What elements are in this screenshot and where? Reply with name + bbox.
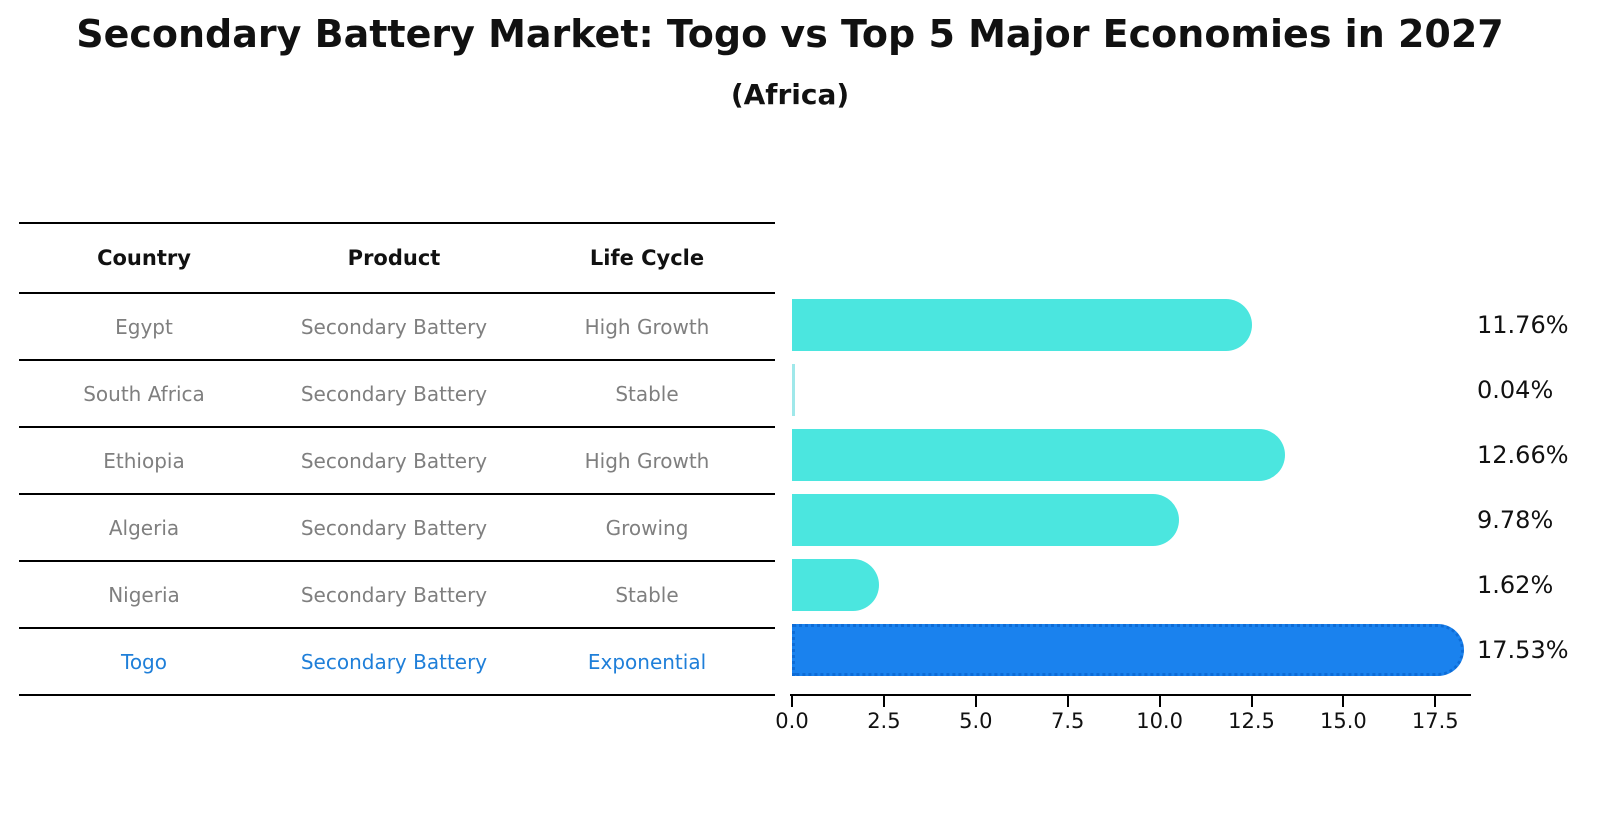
x-tick-mark [1434,696,1437,707]
bar-togo [792,624,1464,676]
table-cell-country: Egypt [115,314,173,339]
table-row: Togo Secondary Battery Exponential [19,629,775,696]
table-row: Ethiopia Secondary Battery High Growth [19,428,775,495]
x-tick-mark [791,696,793,707]
table-cell-country: Ethiopia [103,448,185,473]
table-row: South Africa Secondary Battery Stable [19,361,775,428]
table-header-life-cycle: Life Cycle [589,246,705,270]
value-label: 0.04% [1477,376,1554,404]
table-cell-product: Secondary Battery [300,582,488,607]
table-row: Egypt Secondary Battery High Growth [19,294,775,361]
table-cell-product: Secondary Battery [300,381,488,406]
table-cell-country: Nigeria [108,582,180,607]
table-cell-product: Secondary Battery [300,649,488,674]
table-cell-life-cycle: Stable [615,582,679,607]
table-cell-product: Secondary Battery [300,314,488,339]
table-cell-life-cycle: Growing [605,515,689,540]
bar-ethiopia [792,429,1285,481]
x-tick-mark [882,696,885,707]
table-cell-country: Togo [121,649,167,674]
table-cell-country: Algeria [108,515,180,540]
bar-nigeria [792,559,879,611]
bar-egypt [792,299,1252,351]
table-cell-product: Secondary Battery [300,448,488,473]
table-header-country: Country [97,246,191,270]
table-cell-country: South Africa [83,381,205,406]
country-table: Country Product Life Cycle Egypt Seconda… [19,222,775,696]
table-cell-life-cycle: High Growth [584,314,710,339]
table-cell-life-cycle: Stable [615,381,679,406]
table-row: Algeria Secondary Battery Growing [19,495,775,562]
table-header-product: Product [347,246,441,270]
x-tick-mark [1250,696,1253,707]
table-cell-life-cycle: High Growth [584,448,710,473]
x-tick-label: 2.5 [867,709,901,733]
value-label: 9.78% [1477,506,1554,534]
x-tick-mark [1342,696,1345,707]
x-tick-label: 7.5 [1050,709,1085,733]
x-tick-label: 0.0 [775,709,809,733]
table-cell-product: Secondary Battery [300,515,488,540]
value-label: 17.53% [1477,636,1569,664]
x-tick-label: 15.0 [1320,709,1367,733]
x-tick-label: 10.0 [1136,709,1183,733]
x-tick-label: 5.0 [959,709,993,733]
value-label: 1.62% [1477,571,1554,599]
bar-south-africa [792,364,795,416]
bar-algeria [792,494,1179,546]
value-label: 11.76% [1477,311,1569,339]
x-tick-mark [1158,696,1161,707]
x-tick-label: 17.5 [1411,709,1459,733]
x-tick-label: 12.5 [1228,709,1275,733]
chart-title: Secondary Battery Market: Togo vs Top 5 … [76,12,1504,56]
table-body: Egypt Secondary Battery High Growth Sout… [19,294,775,696]
x-tick-mark [974,696,977,707]
table-header-row: Country Product Life Cycle [19,222,775,294]
x-tick-mark [1066,696,1069,707]
x-axis-line [790,694,1471,696]
value-label: 12.66% [1477,441,1569,469]
table-cell-life-cycle: Exponential [587,649,707,674]
chart-subtitle: (Africa) [730,78,850,111]
table-row: Nigeria Secondary Battery Stable [19,562,775,629]
